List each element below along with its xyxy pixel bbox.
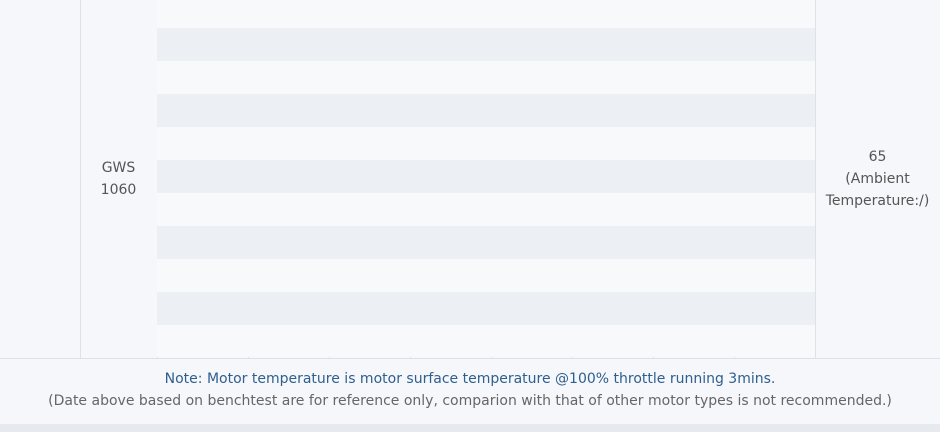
row-background bbox=[157, 0, 815, 29]
row-background bbox=[157, 61, 815, 95]
row-background bbox=[157, 127, 815, 161]
divider bbox=[0, 358, 940, 359]
temperature-cell: 65 (Ambient Temperature:/) bbox=[815, 0, 940, 358]
propeller: GWS 1060 bbox=[100, 160, 137, 198]
temperature: 65 bbox=[868, 149, 887, 165]
row-background bbox=[157, 291, 815, 325]
row-background bbox=[157, 192, 815, 226]
temperature-note: (Ambient Temperature:/) bbox=[825, 171, 930, 209]
row-background bbox=[157, 324, 815, 358]
row-background bbox=[157, 258, 815, 292]
footer-strip bbox=[0, 424, 940, 432]
note: Note: Motor temperature is motor surface… bbox=[164, 371, 776, 387]
row-background bbox=[157, 94, 815, 128]
column-line bbox=[80, 0, 81, 358]
row-background bbox=[157, 28, 815, 62]
row-background bbox=[157, 225, 815, 259]
disclaimer: (Date above based on benchtest are for r… bbox=[48, 393, 892, 409]
column-line bbox=[815, 0, 816, 358]
row-background bbox=[157, 160, 815, 193]
propeller-cell: GWS 1060 bbox=[80, 0, 157, 358]
